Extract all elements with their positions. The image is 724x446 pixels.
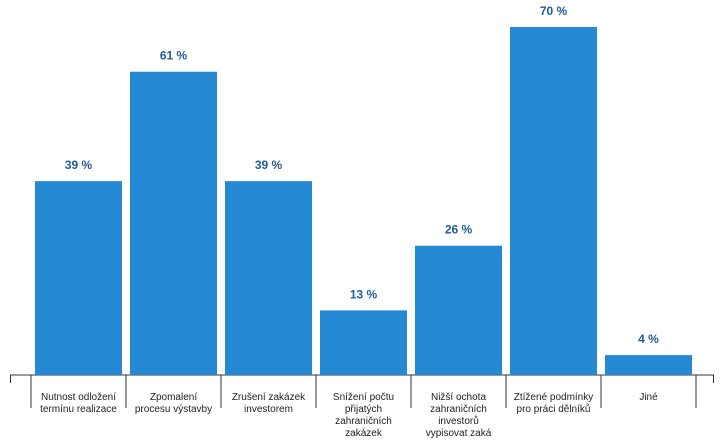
x-tick-label: Jiné bbox=[639, 392, 658, 403]
value-label: 70 % bbox=[540, 4, 568, 18]
bar bbox=[225, 181, 312, 375]
x-tick-label: Zrušení zakázek investorem bbox=[231, 392, 306, 415]
x-tick-label: Nižší ochota zahraničních investorů vypi… bbox=[425, 392, 492, 439]
x-tick-label: Zpomalení procesu výstavby bbox=[134, 392, 213, 415]
value-label: 39 % bbox=[255, 158, 283, 172]
x-tick-label: Ztížené podmínky pro práci dělníků bbox=[513, 392, 594, 415]
value-label: 26 % bbox=[445, 223, 473, 237]
value-label: 61 % bbox=[160, 49, 188, 63]
value-label: 4 % bbox=[638, 332, 659, 346]
value-label: 13 % bbox=[350, 287, 378, 301]
bar bbox=[415, 245, 502, 375]
value-label: 39 % bbox=[65, 158, 93, 172]
x-tick-label: Snížení počtu přijatých zahraničních zak… bbox=[332, 392, 395, 439]
x-tick-label: Nutnost odložení termínu realizace bbox=[40, 392, 117, 415]
bar bbox=[510, 27, 597, 375]
bar bbox=[35, 181, 122, 375]
bar bbox=[320, 310, 407, 375]
bar bbox=[605, 355, 692, 375]
bar bbox=[130, 71, 217, 375]
